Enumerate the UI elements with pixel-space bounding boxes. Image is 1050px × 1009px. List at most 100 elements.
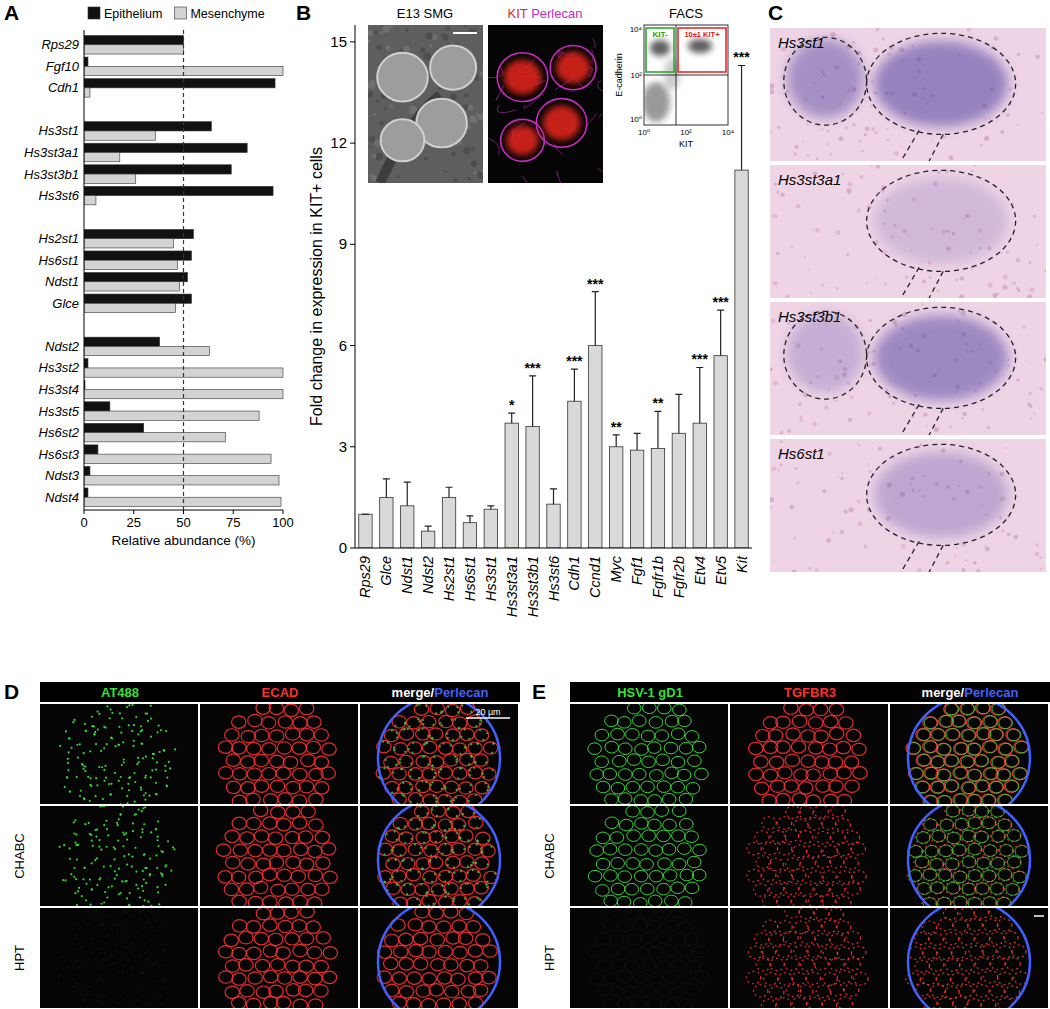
- puncta: [482, 739, 484, 741]
- cell-outline: [468, 767, 482, 779]
- reference-line: [183, 30, 184, 510]
- cell-outline: [226, 754, 240, 766]
- puncta: [140, 836, 142, 838]
- cell-outline: [271, 884, 285, 896]
- puncta: [422, 719, 424, 721]
- puncta: [444, 880, 446, 882]
- puncta: [444, 913, 446, 915]
- texture: [873, 47, 878, 52]
- puncta: [155, 828, 157, 830]
- texture: [917, 568, 922, 572]
- texture: [958, 310, 961, 313]
- texture: [420, 47, 425, 52]
- puncta: [462, 813, 464, 815]
- bar: [84, 303, 176, 312]
- puncta: [170, 869, 172, 871]
- puncta: [120, 813, 122, 815]
- puncta: [133, 740, 135, 742]
- puncta: [105, 942, 107, 944]
- cell-outline: [225, 960, 239, 972]
- puncta: [73, 923, 75, 925]
- category-label: Fgf10: [46, 59, 80, 74]
- puncta: [385, 971, 387, 973]
- cell-outline: [416, 831, 430, 843]
- puncta: [90, 999, 92, 1001]
- puncta: [98, 766, 100, 768]
- cell-outline: [291, 870, 305, 882]
- puncta: [73, 821, 75, 823]
- puncta: [428, 905, 430, 906]
- cell-outline: [423, 794, 437, 804]
- puncta: [75, 833, 77, 835]
- micrograph: [40, 806, 198, 906]
- texture: [770, 90, 775, 95]
- puncta: [438, 771, 440, 773]
- panel-letter: D: [4, 680, 19, 703]
- signal: [874, 315, 1008, 401]
- puncta: [484, 972, 486, 974]
- puncta: [150, 905, 152, 906]
- tick-label: 75: [226, 515, 240, 530]
- puncta: [419, 819, 421, 821]
- cell-outline: [429, 831, 443, 843]
- puncta: [121, 972, 123, 974]
- puncta: [470, 968, 472, 970]
- texture: [785, 295, 790, 298]
- puncta: [96, 857, 98, 859]
- texture: [1013, 535, 1018, 540]
- density: [650, 40, 670, 56]
- kit-signal: [506, 125, 539, 155]
- texture: [824, 406, 828, 410]
- puncta: [100, 903, 102, 905]
- puncta: [400, 854, 402, 856]
- texture: [467, 177, 471, 181]
- bar: [84, 260, 178, 269]
- puncta: [383, 767, 385, 769]
- puncta: [119, 813, 121, 815]
- cell-outline: [269, 704, 283, 715]
- puncta: [141, 986, 143, 988]
- texture: [776, 252, 779, 255]
- texture: [892, 402, 895, 405]
- texture: [771, 466, 776, 471]
- perlecan-outline: [550, 46, 596, 90]
- texture: [400, 49, 403, 52]
- texture: [878, 447, 882, 451]
- puncta: [118, 925, 120, 927]
- puncta: [95, 743, 97, 745]
- outline: [867, 170, 1016, 271]
- puncta: [129, 776, 131, 778]
- facs-tick: 10⁴: [630, 25, 643, 34]
- puncta: [118, 744, 120, 746]
- puncta: [426, 895, 428, 897]
- cell-outline: [269, 857, 283, 869]
- texture: [477, 171, 483, 179]
- texture: [770, 497, 774, 502]
- texture: [799, 419, 803, 423]
- cell-outline: [299, 704, 313, 715]
- cell-outline: [293, 999, 307, 1008]
- puncta: [419, 946, 421, 948]
- micrograph: [360, 908, 518, 1008]
- puncta: [414, 843, 416, 845]
- fiber: [497, 105, 516, 113]
- puncta: [440, 768, 442, 770]
- cell-outline: [314, 985, 328, 997]
- puncta: [138, 761, 140, 763]
- puncta: [463, 848, 465, 850]
- puncta: [455, 796, 457, 798]
- puncta: [476, 742, 478, 744]
- puncta: [450, 719, 452, 721]
- puncta: [62, 879, 64, 881]
- puncta: [118, 818, 120, 820]
- puncta: [479, 899, 481, 901]
- puncta: [471, 931, 473, 933]
- puncta: [163, 750, 165, 752]
- puncta: [435, 857, 437, 859]
- puncta: [486, 886, 488, 888]
- puncta: [422, 723, 424, 725]
- cell-outline: [308, 869, 322, 881]
- puncta: [484, 782, 486, 784]
- puncta: [392, 772, 394, 774]
- texture: [795, 467, 798, 470]
